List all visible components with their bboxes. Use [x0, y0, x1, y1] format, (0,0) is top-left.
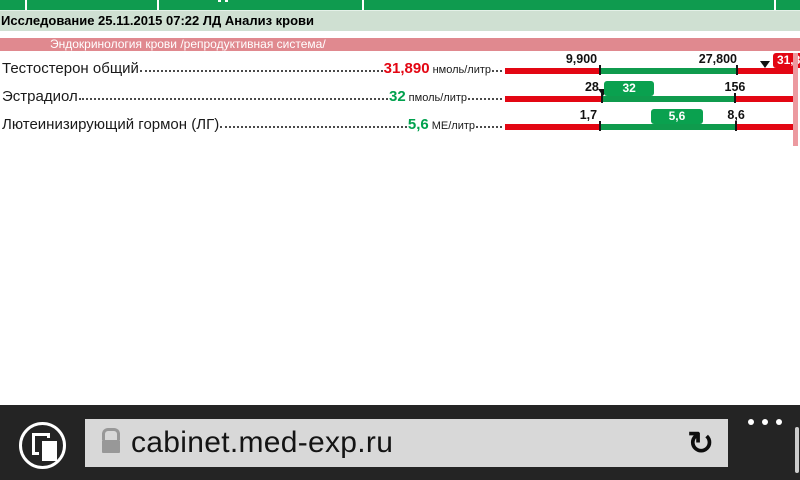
section-header: Эндокринология крови /репродуктивная сис…	[0, 38, 800, 51]
result-line: Эстрадиол 32 пмоль/литр	[2, 88, 503, 105]
address-bar[interactable]: cabinet.med-exp.ru ↻	[85, 419, 728, 467]
analyte-name: Лютеинизирующий гормон (ЛГ)	[2, 116, 220, 133]
dotted-leader	[492, 70, 502, 72]
range-high-label: 156	[724, 80, 746, 94]
result-unit: пмоль/литр	[408, 92, 467, 104]
result-line: Лютеинизирующий гормон (ЛГ) 5,6 МЕ/литр	[2, 116, 503, 133]
dotted-leader	[468, 98, 502, 100]
value-flag-box: 5,6	[650, 109, 703, 124]
range-tick-low	[600, 93, 603, 103]
tab-separator	[362, 0, 364, 10]
normal-range-segment	[601, 96, 735, 102]
result-unit: нмоль/литр	[432, 64, 491, 76]
tab-separator	[25, 0, 27, 10]
reference-range-bar: 9,900 27,800 31,890	[505, 52, 800, 80]
normal-range-segment	[600, 124, 737, 130]
dotted-leader	[220, 126, 407, 128]
value-flag-box: 32	[604, 81, 655, 96]
tabs-front-page	[39, 438, 57, 461]
value-marker-triangle	[598, 89, 609, 96]
value-marker-triangle	[760, 61, 771, 68]
tab-separator	[774, 0, 776, 10]
range-high-label: 27,800	[698, 52, 737, 66]
refresh-icon[interactable]: ↻	[687, 425, 714, 461]
range-low-label: 28	[584, 80, 599, 94]
analyte-name: Эстрадиол	[2, 88, 78, 105]
result-line: Тестостерон общий 31,890 нмоль/литр	[2, 60, 503, 77]
result-unit: МЕ/литр	[431, 120, 475, 132]
url-text[interactable]: cabinet.med-exp.ru	[131, 426, 394, 459]
lab-result-row: Лютеинизирующий гормон (ЛГ) 5,6 МЕ/литр …	[0, 108, 800, 136]
range-tick-high	[733, 93, 736, 103]
clipped-text-remnant	[218, 0, 221, 2]
clipped-text-remnant	[225, 0, 228, 2]
range-tick-high	[735, 121, 738, 131]
more-menu-icon[interactable]	[748, 419, 782, 425]
page-scrollbar[interactable]	[793, 53, 798, 146]
top-tabs-bar[interactable]	[0, 0, 800, 10]
lab-result-row: Эстрадиол 32 пмоль/литр 28 156 32	[0, 80, 800, 108]
range-tick-high	[736, 65, 738, 75]
analyte-name: Тестостерон общий	[2, 60, 139, 77]
tab-separator	[157, 0, 159, 10]
range-high-label: 8,6	[727, 108, 745, 122]
study-header: Исследование 25.11.2015 07:22 ЛД Анализ …	[0, 10, 800, 31]
range-tick-low	[599, 65, 602, 75]
lab-results-list: Тестостерон общий 31,890 нмоль/литр 9,90…	[0, 52, 800, 136]
chrome-scrollbar-thumb[interactable]	[795, 427, 799, 473]
dotted-leader	[139, 70, 383, 72]
result-value: 32	[388, 88, 406, 105]
range-low-label: 1,7	[579, 108, 598, 122]
tabs-icon[interactable]	[19, 422, 66, 469]
browser-bottom-bar: cabinet.med-exp.ru ↻	[0, 405, 800, 480]
lab-result-row: Тестостерон общий 31,890 нмоль/литр 9,90…	[0, 52, 800, 80]
range-low-label: 9,900	[565, 52, 598, 66]
range-tick-low	[599, 121, 602, 131]
dotted-leader	[78, 98, 388, 100]
dotted-leader	[476, 126, 502, 128]
result-value: 31,890	[383, 60, 430, 77]
reference-range-bar: 1,7 8,6 5,6	[505, 108, 795, 136]
result-value: 5,6	[407, 116, 429, 133]
normal-range-segment	[600, 68, 737, 74]
lock-icon	[100, 428, 122, 458]
reference-range-bar: 28 156 32	[505, 80, 795, 108]
